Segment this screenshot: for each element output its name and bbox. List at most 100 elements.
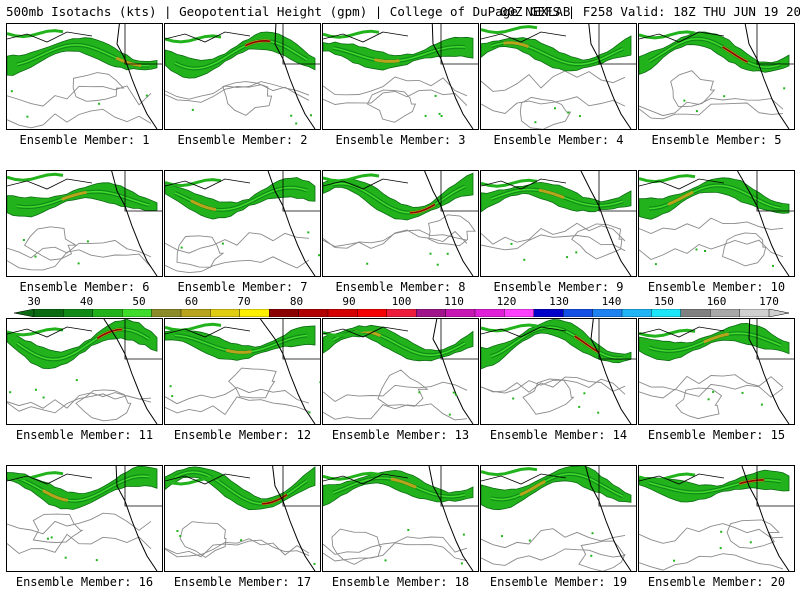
colorbar-swatch bbox=[416, 309, 447, 317]
ensemble-map-panel bbox=[480, 23, 637, 130]
ensemble-map-panel bbox=[638, 170, 795, 277]
map-plot bbox=[323, 24, 478, 129]
colorbar-swatch bbox=[739, 309, 770, 317]
ensemble-map-panel bbox=[164, 318, 321, 425]
colorbar-tick-label: 50 bbox=[132, 295, 146, 308]
colorbar-swatch bbox=[533, 309, 564, 317]
ensemble-map-panel bbox=[480, 465, 637, 572]
map-plot bbox=[481, 319, 636, 424]
ensemble-member-label: Ensemble Member: 16 bbox=[15, 575, 154, 589]
ensemble-map-panel bbox=[322, 170, 479, 277]
colorbar-tick-label: 60 bbox=[184, 295, 199, 308]
colorbar-swatch bbox=[710, 309, 741, 317]
map-plot bbox=[165, 319, 320, 424]
ensemble-member-label: Ensemble Member: 5 bbox=[651, 133, 782, 147]
colorbar-tick-label: 30 bbox=[27, 295, 41, 308]
colorbar-tick-label: 90 bbox=[342, 295, 356, 308]
ensemble-member-label: Ensemble Member: 3 bbox=[335, 133, 466, 147]
colorbar-swatch bbox=[239, 309, 270, 317]
colorbar-tick-label: 160 bbox=[706, 295, 727, 308]
ensemble-member-label: Ensemble Member: 19 bbox=[489, 575, 628, 589]
ensemble-member-label: Ensemble Member: 6 bbox=[19, 280, 150, 294]
ensemble-member-label: Ensemble Member: 2 bbox=[177, 133, 308, 147]
map-plot bbox=[323, 319, 478, 424]
ensemble-map-panel bbox=[164, 23, 321, 130]
colorbar-swatch bbox=[504, 309, 535, 317]
colorbar-swatch bbox=[474, 309, 505, 317]
colorbar-swatch bbox=[563, 309, 594, 317]
colorbar-swatch bbox=[33, 309, 64, 317]
map-plot bbox=[481, 24, 636, 129]
ensemble-map-panel bbox=[164, 465, 321, 572]
colorbar-swatch bbox=[680, 309, 711, 317]
colorbar-swatch bbox=[210, 309, 241, 317]
colorbar-tick-label: 70 bbox=[237, 295, 251, 308]
ensemble-map-panel bbox=[6, 23, 163, 130]
map-plot bbox=[639, 319, 794, 424]
colorbar-swatch bbox=[121, 309, 153, 317]
ensemble-member-label: Ensemble Member: 7 bbox=[177, 280, 308, 294]
map-plot bbox=[639, 24, 794, 129]
colorbar-swatch bbox=[386, 309, 417, 317]
map-plot bbox=[7, 171, 162, 276]
ensemble-member-label: Ensemble Member: 20 bbox=[647, 575, 786, 589]
colorbar-swatch bbox=[180, 309, 211, 317]
ensemble-member-label: Ensemble Member: 8 bbox=[335, 280, 466, 294]
colorbar-tick-label: 80 bbox=[289, 295, 304, 308]
colorbar-swatch bbox=[651, 309, 682, 317]
map-plot bbox=[7, 319, 162, 424]
ensemble-map-panel bbox=[480, 170, 637, 277]
colorbar-swatch bbox=[92, 309, 123, 317]
ensemble-member-label: Ensemble Member: 18 bbox=[331, 575, 470, 589]
ensemble-map-panel bbox=[6, 465, 163, 572]
ensemble-member-label: Ensemble Member: 4 bbox=[493, 133, 624, 147]
map-plot bbox=[481, 466, 636, 571]
colorbar-left-arrow bbox=[14, 309, 35, 317]
title-run-valid: 00Z GEFS | F258 Valid: 18Z THU JUN 19 20… bbox=[500, 4, 800, 19]
colorbar-swatch bbox=[445, 309, 476, 317]
ensemble-map-panel bbox=[638, 23, 795, 130]
ensemble-member-label: Ensemble Member: 1 bbox=[19, 133, 150, 147]
map-plot bbox=[481, 171, 636, 276]
map-plot bbox=[7, 24, 162, 129]
ensemble-map-panel bbox=[322, 465, 479, 572]
ensemble-member-label: Ensemble Member: 17 bbox=[173, 575, 312, 589]
ensemble-map-panel bbox=[6, 170, 163, 277]
map-plot bbox=[165, 24, 320, 129]
ensemble-map-panel bbox=[638, 318, 795, 425]
ensemble-member-label: Ensemble Member: 10 bbox=[647, 280, 786, 294]
map-plot bbox=[639, 466, 794, 571]
title-product: 500mb Isotachs (kts) | Geopotential Heig… bbox=[6, 4, 571, 19]
map-plot bbox=[7, 466, 162, 571]
map-plot bbox=[323, 466, 478, 571]
ensemble-map-panel bbox=[6, 318, 163, 425]
ensemble-map-panel bbox=[480, 318, 637, 425]
colorbar-tick-label: 40 bbox=[79, 295, 94, 308]
colorbar-right-arrow bbox=[768, 309, 789, 317]
colorbar-swatch bbox=[63, 309, 94, 317]
colorbar-swatch bbox=[151, 309, 182, 317]
ensemble-member-label: Ensemble Member: 11 bbox=[15, 428, 154, 442]
ensemble-member-label: Ensemble Member: 12 bbox=[173, 428, 312, 442]
colorbar-tick-label: 150 bbox=[654, 295, 674, 308]
ensemble-member-label: Ensemble Member: 9 bbox=[493, 280, 624, 294]
colorbar-swatch bbox=[621, 309, 652, 317]
ensemble-map-panel bbox=[164, 170, 321, 277]
colorbar-tick-label: 100 bbox=[391, 295, 412, 308]
colorbar-swatch bbox=[592, 309, 623, 317]
colorbar-tick-label: 110 bbox=[444, 295, 464, 308]
colorbar-swatch bbox=[357, 309, 388, 317]
map-plot bbox=[165, 466, 320, 571]
colorbar-tick-label: 120 bbox=[496, 295, 517, 308]
colorbar-swatch bbox=[327, 309, 358, 317]
ensemble-map-panel bbox=[322, 23, 479, 130]
map-plot bbox=[323, 171, 478, 276]
map-plot bbox=[639, 171, 794, 276]
ensemble-member-label: Ensemble Member: 15 bbox=[647, 428, 786, 442]
ensemble-map-panel bbox=[322, 318, 479, 425]
ensemble-member-label: Ensemble Member: 14 bbox=[489, 428, 628, 442]
colorbar bbox=[14, 309, 789, 317]
colorbar-tick-label: 170 bbox=[759, 295, 779, 308]
map-plot bbox=[165, 171, 320, 276]
colorbar-tick-label: 130 bbox=[549, 295, 569, 308]
